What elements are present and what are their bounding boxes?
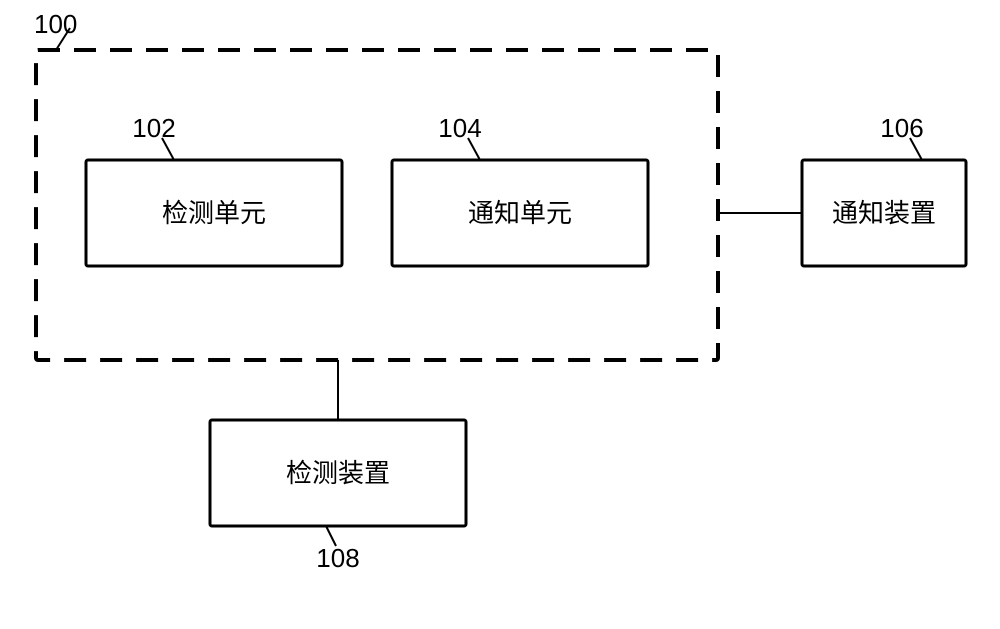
notify_unit-ref-label: 104: [438, 113, 481, 143]
notify_device-label: 通知装置: [832, 198, 936, 228]
notify_device-ref-label: 106: [880, 113, 923, 143]
detect_device-label: 检测装置: [286, 458, 390, 488]
notify_unit-label: 通知单元: [468, 198, 572, 228]
detect_unit-label: 检测单元: [162, 198, 266, 228]
detect_device-ref-label: 108: [316, 543, 359, 573]
container-ref-label: 100: [34, 9, 77, 39]
block-diagram: 100 检测单元 102 通知单元 104 通知装置 106 检测装置 108: [0, 0, 1000, 629]
detect_unit-ref-label: 102: [132, 113, 175, 143]
